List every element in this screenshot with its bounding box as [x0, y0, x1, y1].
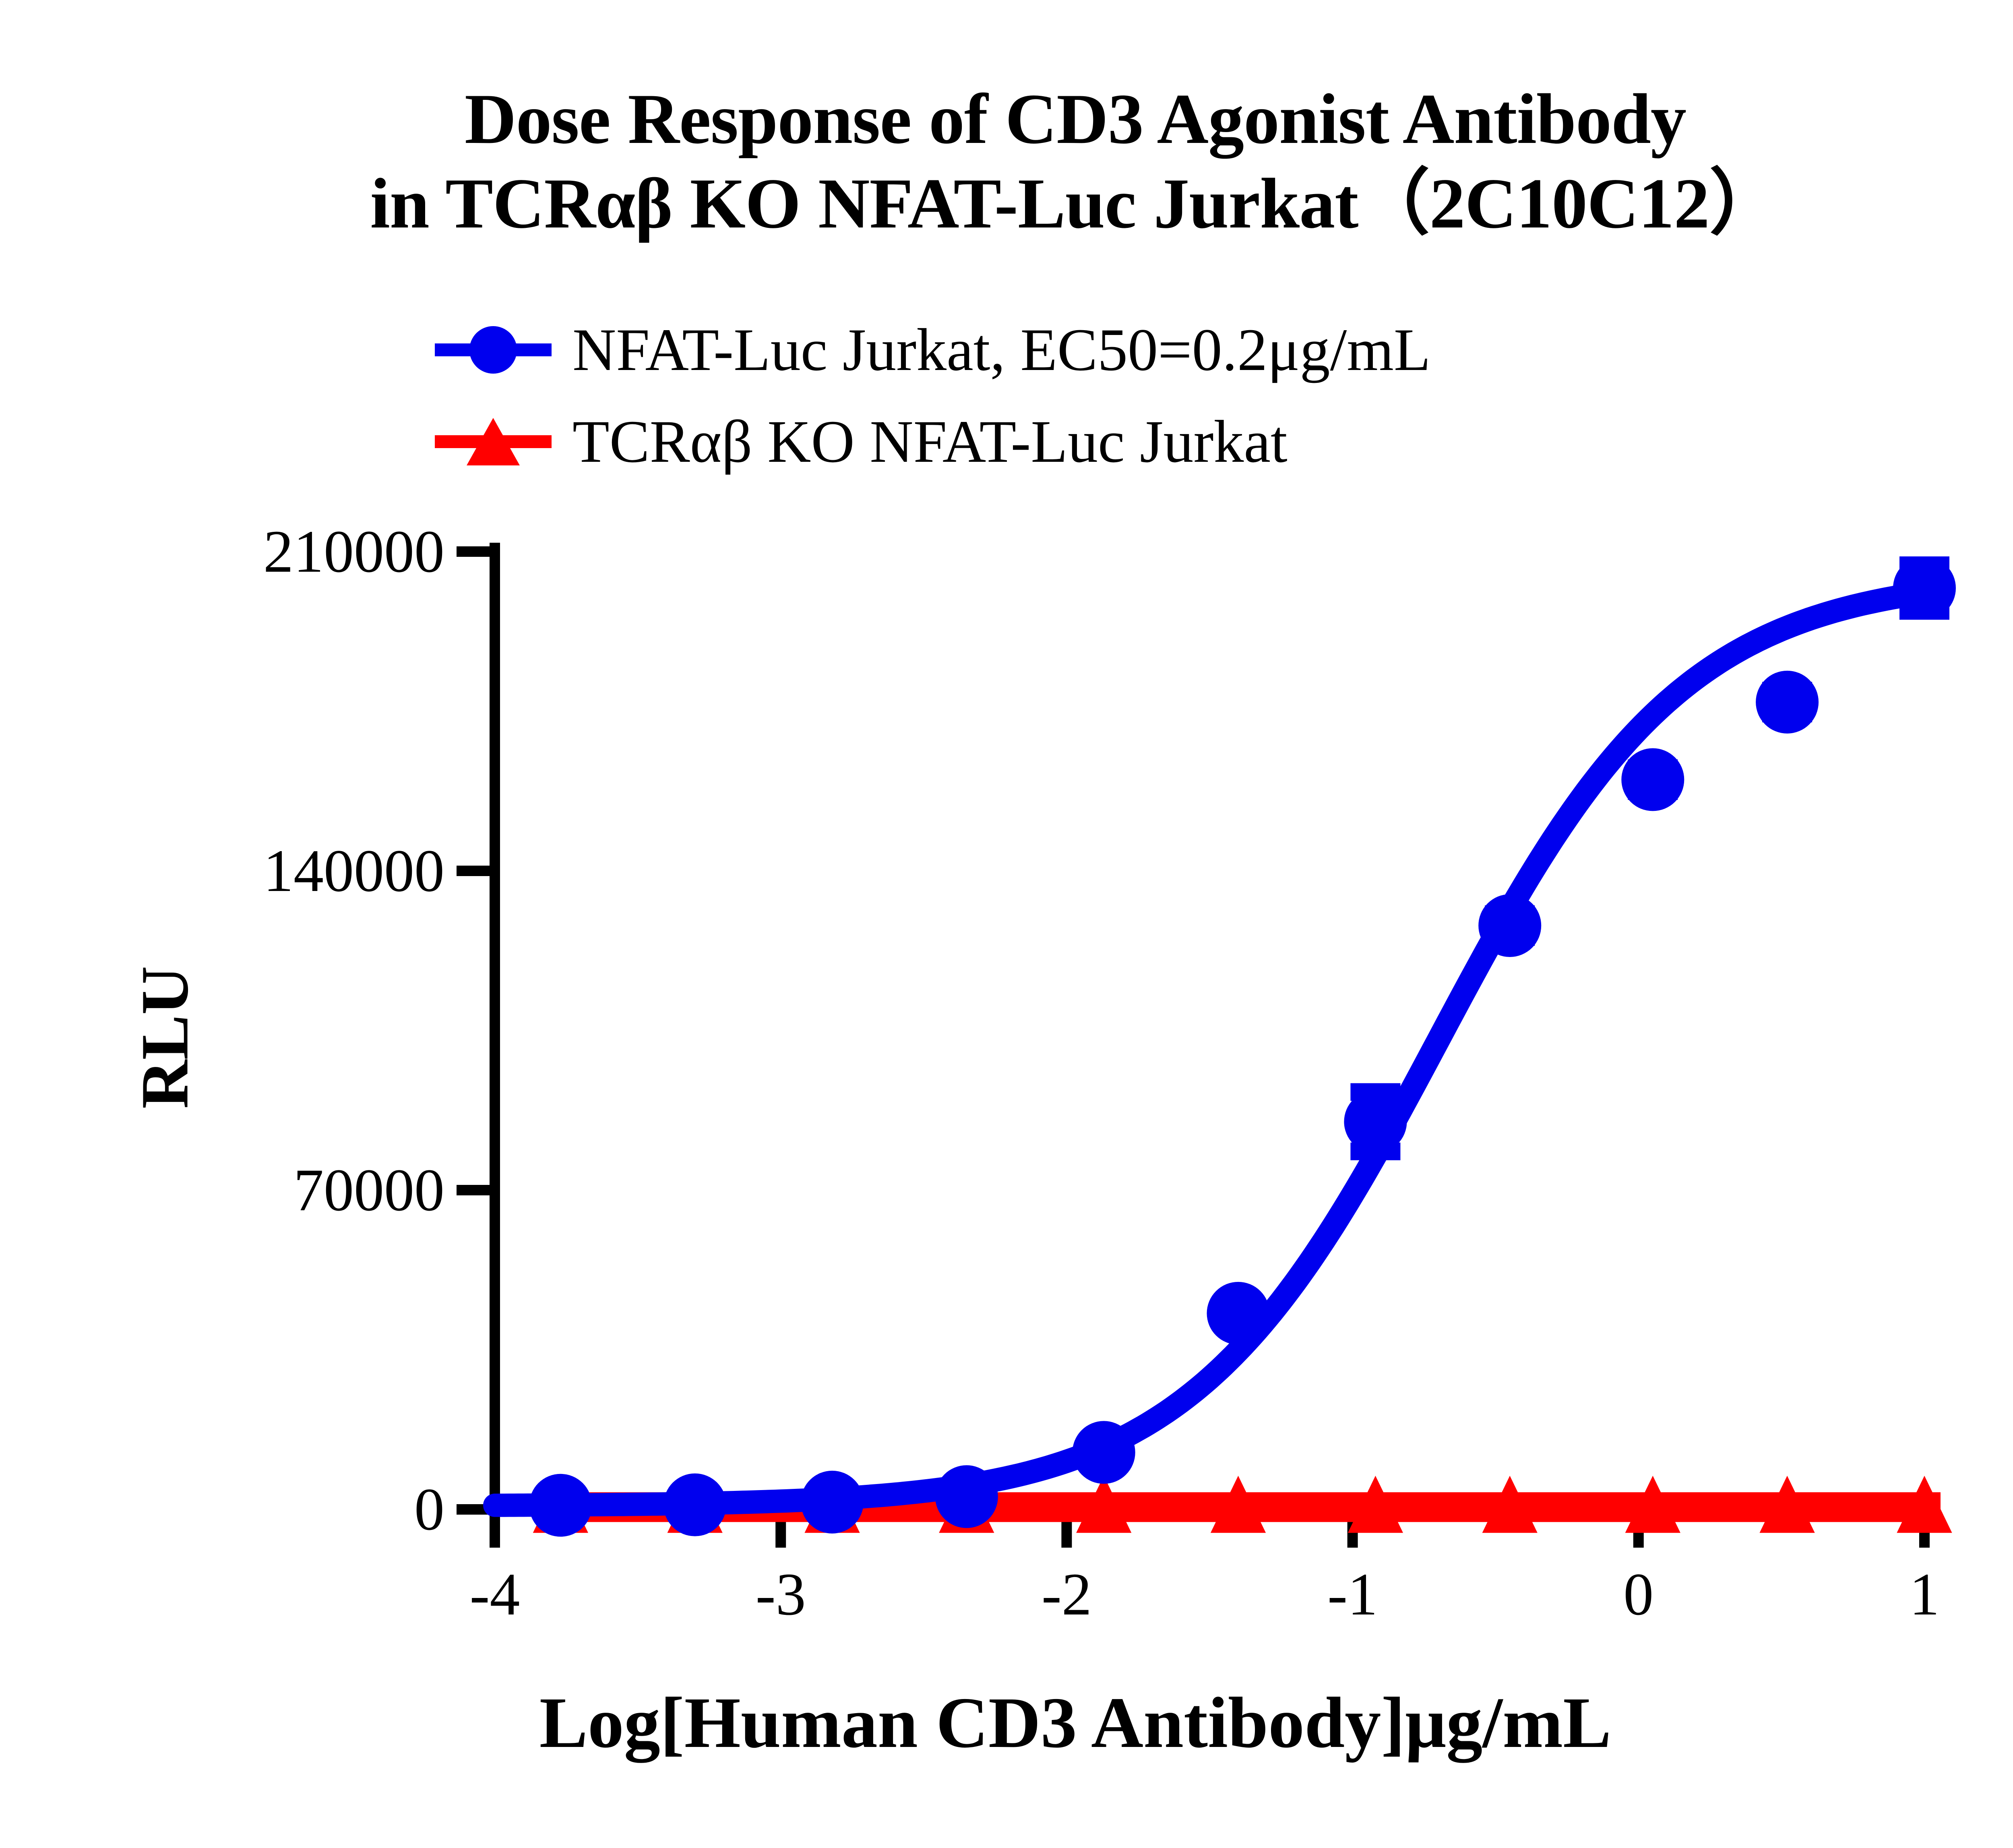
- series-1-marker-circle: [935, 1465, 998, 1528]
- plot-area: 0 70000 140000 210000 -4 -3 -2 -1 0 1: [0, 0, 2013, 1848]
- series-1-marker-circle: [1478, 894, 1541, 957]
- series-1-marker-circle: [1621, 748, 1684, 811]
- chart-figure: Dose Response of CD3 Agonist Antibody in…: [0, 0, 2013, 1848]
- x-axis-tick-label: -2: [986, 1560, 1147, 1629]
- x-axis-tick-label: -3: [700, 1560, 861, 1629]
- series-1-marker-circle: [529, 1474, 592, 1537]
- x-axis-tick-label: 0: [1558, 1560, 1719, 1629]
- x-axis-tick-label: 1: [1844, 1560, 2005, 1629]
- y-axis-tick-label: 70000: [293, 1156, 444, 1225]
- y-axis-label: RLU: [126, 856, 204, 1219]
- series-1-marker-circle: [1207, 1282, 1270, 1345]
- y-axis-tick-label: 140000: [263, 836, 444, 905]
- y-axis-tick-label: 0: [414, 1475, 444, 1544]
- series-1-marker-circle: [1344, 1090, 1407, 1153]
- series-1-marker-circle: [801, 1471, 864, 1534]
- series-1-marker-circle: [663, 1474, 726, 1536]
- series-1-fit-curve: [495, 593, 1924, 1505]
- x-axis-tick-label: -1: [1272, 1560, 1433, 1629]
- series-1-marker-circle: [1073, 1421, 1135, 1484]
- x-axis-label: Log[Human CD3 Antibody]μg/mL: [0, 1681, 2013, 1764]
- x-axis-tick-label: -4: [414, 1560, 575, 1629]
- series-1-marker-circle: [1756, 671, 1819, 734]
- y-axis-tick-label: 210000: [263, 517, 444, 586]
- series-1-marker-circle: [1893, 557, 1956, 620]
